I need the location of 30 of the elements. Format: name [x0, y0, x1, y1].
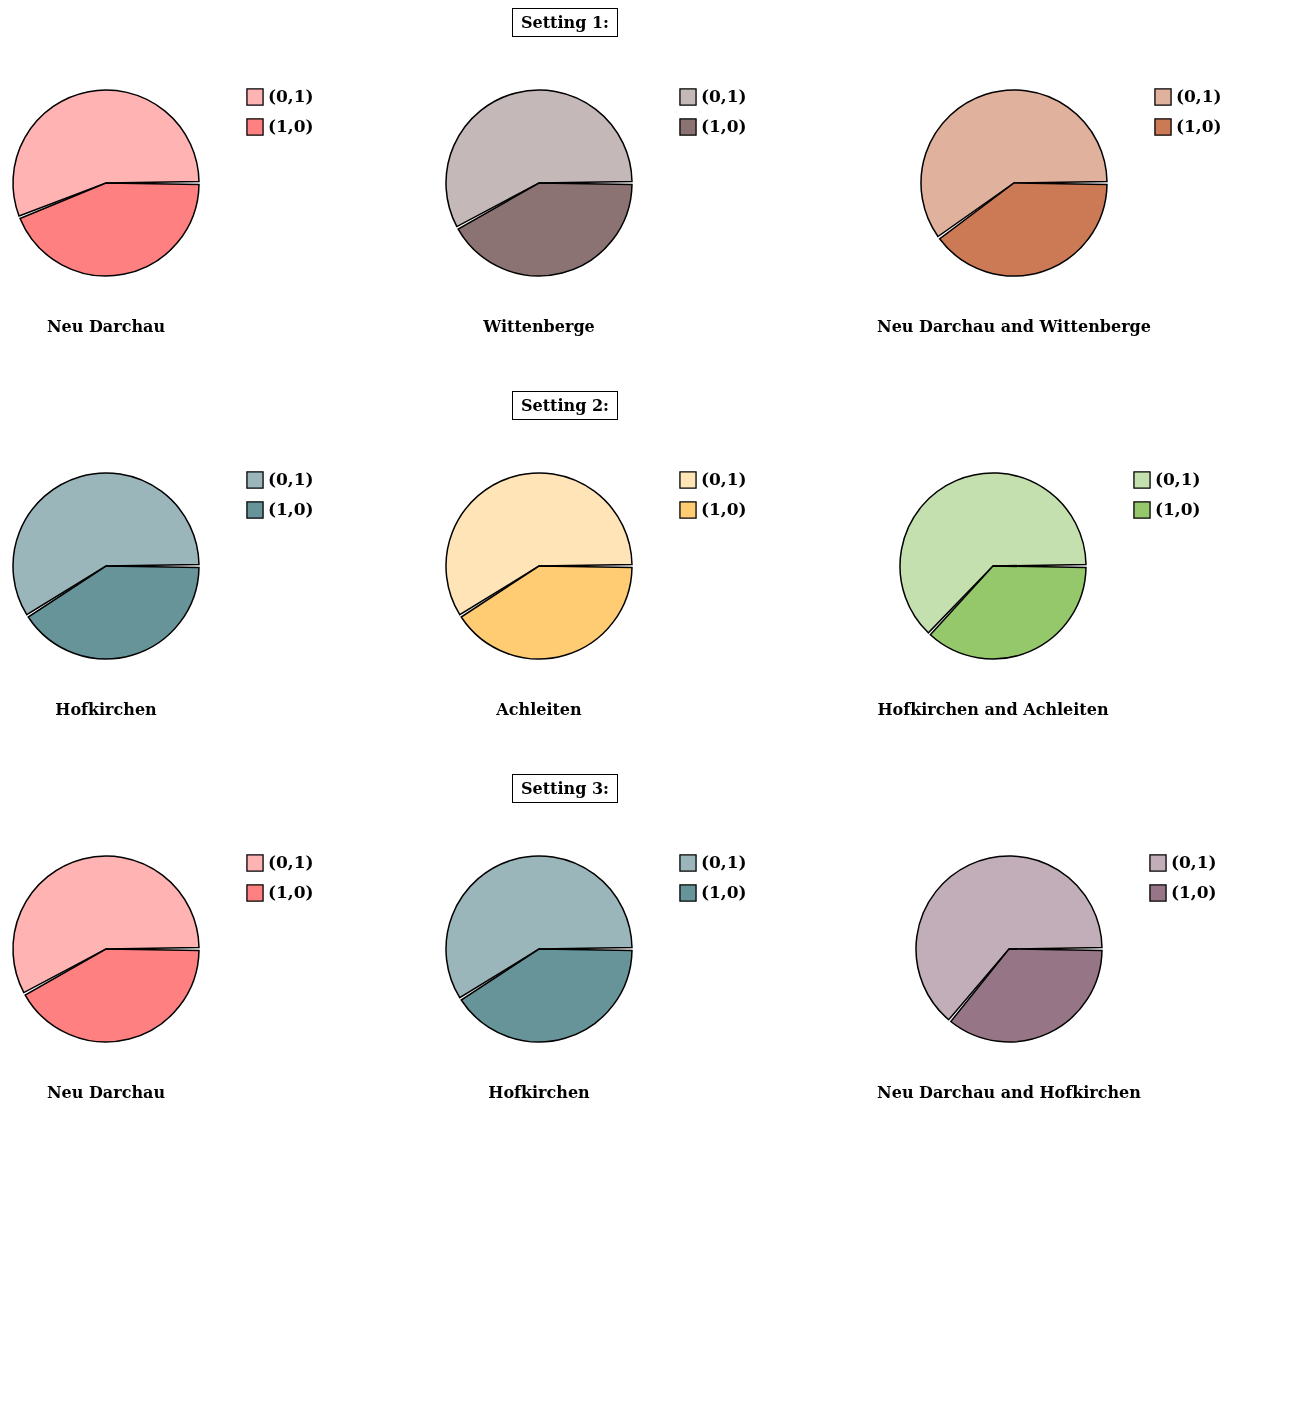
legend-label: (0,1) [1175, 86, 1222, 106]
legend-label: (1,0) [1175, 116, 1222, 136]
legend-label: (1,0) [268, 499, 314, 519]
text: Hofkirchen [55, 700, 158, 719]
text: Neu Darchau [46, 317, 166, 336]
text: Hofkirchen and Achleiten [877, 700, 1109, 719]
text: Setting 1: [511, 8, 619, 37]
text: Setting 3: [511, 774, 619, 803]
legend-label: (0,1) [268, 469, 314, 489]
legend-label: (0,1) [701, 852, 747, 872]
legend-label: (1,0) [268, 882, 314, 902]
legend-label: (0,1) [701, 86, 747, 106]
legend-label: (1,0) [1154, 499, 1201, 519]
legend-label: (1,0) [701, 116, 747, 136]
text: Wittenberge [482, 317, 596, 336]
legend-label: (0,1) [268, 86, 314, 106]
text: Hofkirchen [488, 1083, 591, 1102]
text: Setting 2: [511, 391, 619, 420]
legend-label: (1,0) [701, 882, 747, 902]
text: Neu Darchau and Hofkirchen [876, 1083, 1141, 1102]
text: Achleiten [495, 700, 583, 719]
legend-label: (0,1) [268, 852, 314, 872]
legend-label: (1,0) [701, 499, 747, 519]
legend-label: (0,1) [1154, 469, 1201, 489]
legend-label: (0,1) [701, 469, 747, 489]
legend-label: (0,1) [1170, 852, 1217, 872]
text: Neu Darchau and Wittenberge [876, 317, 1151, 336]
text: Neu Darchau [46, 1083, 166, 1102]
legend-label: (1,0) [1170, 882, 1217, 902]
legend-label: (1,0) [268, 116, 314, 136]
